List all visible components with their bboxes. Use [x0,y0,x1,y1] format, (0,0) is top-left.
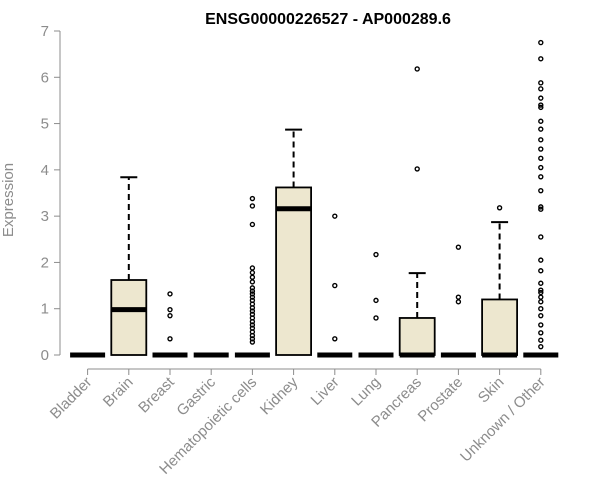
outlier-point [538,187,544,194]
outlier-point [538,86,544,92]
outlier-point [455,294,462,300]
x-tick-label-liver: Liver [308,374,343,409]
outlier-point [249,322,256,328]
outlier-point [538,118,544,124]
outlier-point [455,299,462,305]
outlier-point [538,39,544,46]
x-tick-label-prostate: Prostate [415,374,467,426]
box-hematopoietic-cells [234,195,270,358]
outlier-point [167,306,173,313]
box-brain [110,176,148,356]
outlier-point [414,166,420,172]
outlier-point [538,299,544,305]
outlier-point [373,315,379,321]
y-tick-label: 2 [41,254,49,271]
outlier-point [249,291,256,297]
outlier-point [249,339,256,345]
outlier-point [538,137,544,143]
outlier-point [332,282,338,289]
outlier-point [538,95,544,101]
outlier-point [538,268,544,274]
box-body-kidney [275,186,313,356]
outlier-point [373,251,379,258]
outlier-point [538,155,544,161]
outlier-point [538,257,544,263]
x-tick-label-bladder: Bladder [47,374,96,423]
outlier-point [538,56,544,62]
chart-title: ENSG00000226527 - AP000289.6 [205,11,451,28]
y-axis-label: Expression [0,163,17,237]
outlier-point [538,80,544,86]
box-pancreas [398,66,436,358]
y-tick-label: 6 [41,69,49,86]
box-kidney [275,128,313,356]
outlier-point [249,203,256,209]
x-tick-label-lung: Lung [348,374,384,410]
box-prostate [440,244,476,358]
outlier-point [332,336,338,342]
y-tick-label: 5 [41,116,49,133]
outlier-point [538,330,544,336]
y-tick-label: 0 [41,347,49,364]
box-breast [152,291,188,358]
outlier-point [373,297,379,304]
outlier-point [249,269,256,276]
outlier-point [249,221,256,228]
x-tick-label-breast: Breast [135,373,178,416]
outlier-point [538,234,544,240]
outlier-point [249,305,256,311]
outlier-point [414,66,420,72]
outlier-point [249,308,256,314]
outlier-point [538,306,544,312]
outlier-point [538,102,544,108]
y-tick-label: 1 [41,301,49,318]
outlier-point [538,174,544,180]
outlier-point [249,279,256,285]
outlier-point [249,285,256,291]
outlier-point [538,322,544,328]
x-tick-label-kidney: Kidney [257,373,302,418]
y-tick-label: 3 [41,208,49,225]
outlier-point [538,204,544,210]
outlier-point [167,312,173,319]
box-unknown-other [523,39,559,358]
y-tick-label: 7 [41,23,49,40]
outlier-point [249,274,256,280]
plot-layer [70,39,559,358]
outlier-point [167,336,173,342]
box-body-brain [110,279,148,356]
outlier-point [538,206,544,212]
box-body-pancreas [398,317,436,356]
outlier-point [249,195,256,202]
box-skin [481,205,519,358]
outlier-point [455,244,462,250]
x-tick-label-brain: Brain [100,374,137,411]
outlier-point [538,312,544,319]
outlier-point [538,146,544,152]
outlier-point [538,287,544,293]
outlier-point [538,280,544,286]
outlier-point [249,288,256,294]
outlier-point [538,294,544,300]
outlier-point [496,205,503,211]
outlier-point [167,291,173,297]
outlier-point [538,126,544,132]
outlier-point [249,336,256,342]
outlier-point [249,318,256,325]
outlier-point [249,294,256,300]
outlier-point [249,265,256,271]
outlier-point [538,164,544,171]
box-liver [317,213,353,358]
box-lung [358,251,394,358]
x-tick-label-skin: Skin [475,374,508,407]
outlier-point [538,337,544,343]
outlier-point [249,332,256,339]
outlier-point [538,343,544,350]
box-body-skin [481,298,519,356]
y-tick-label: 4 [41,162,49,179]
outlier-point [538,104,544,111]
outlier-point [332,213,338,219]
